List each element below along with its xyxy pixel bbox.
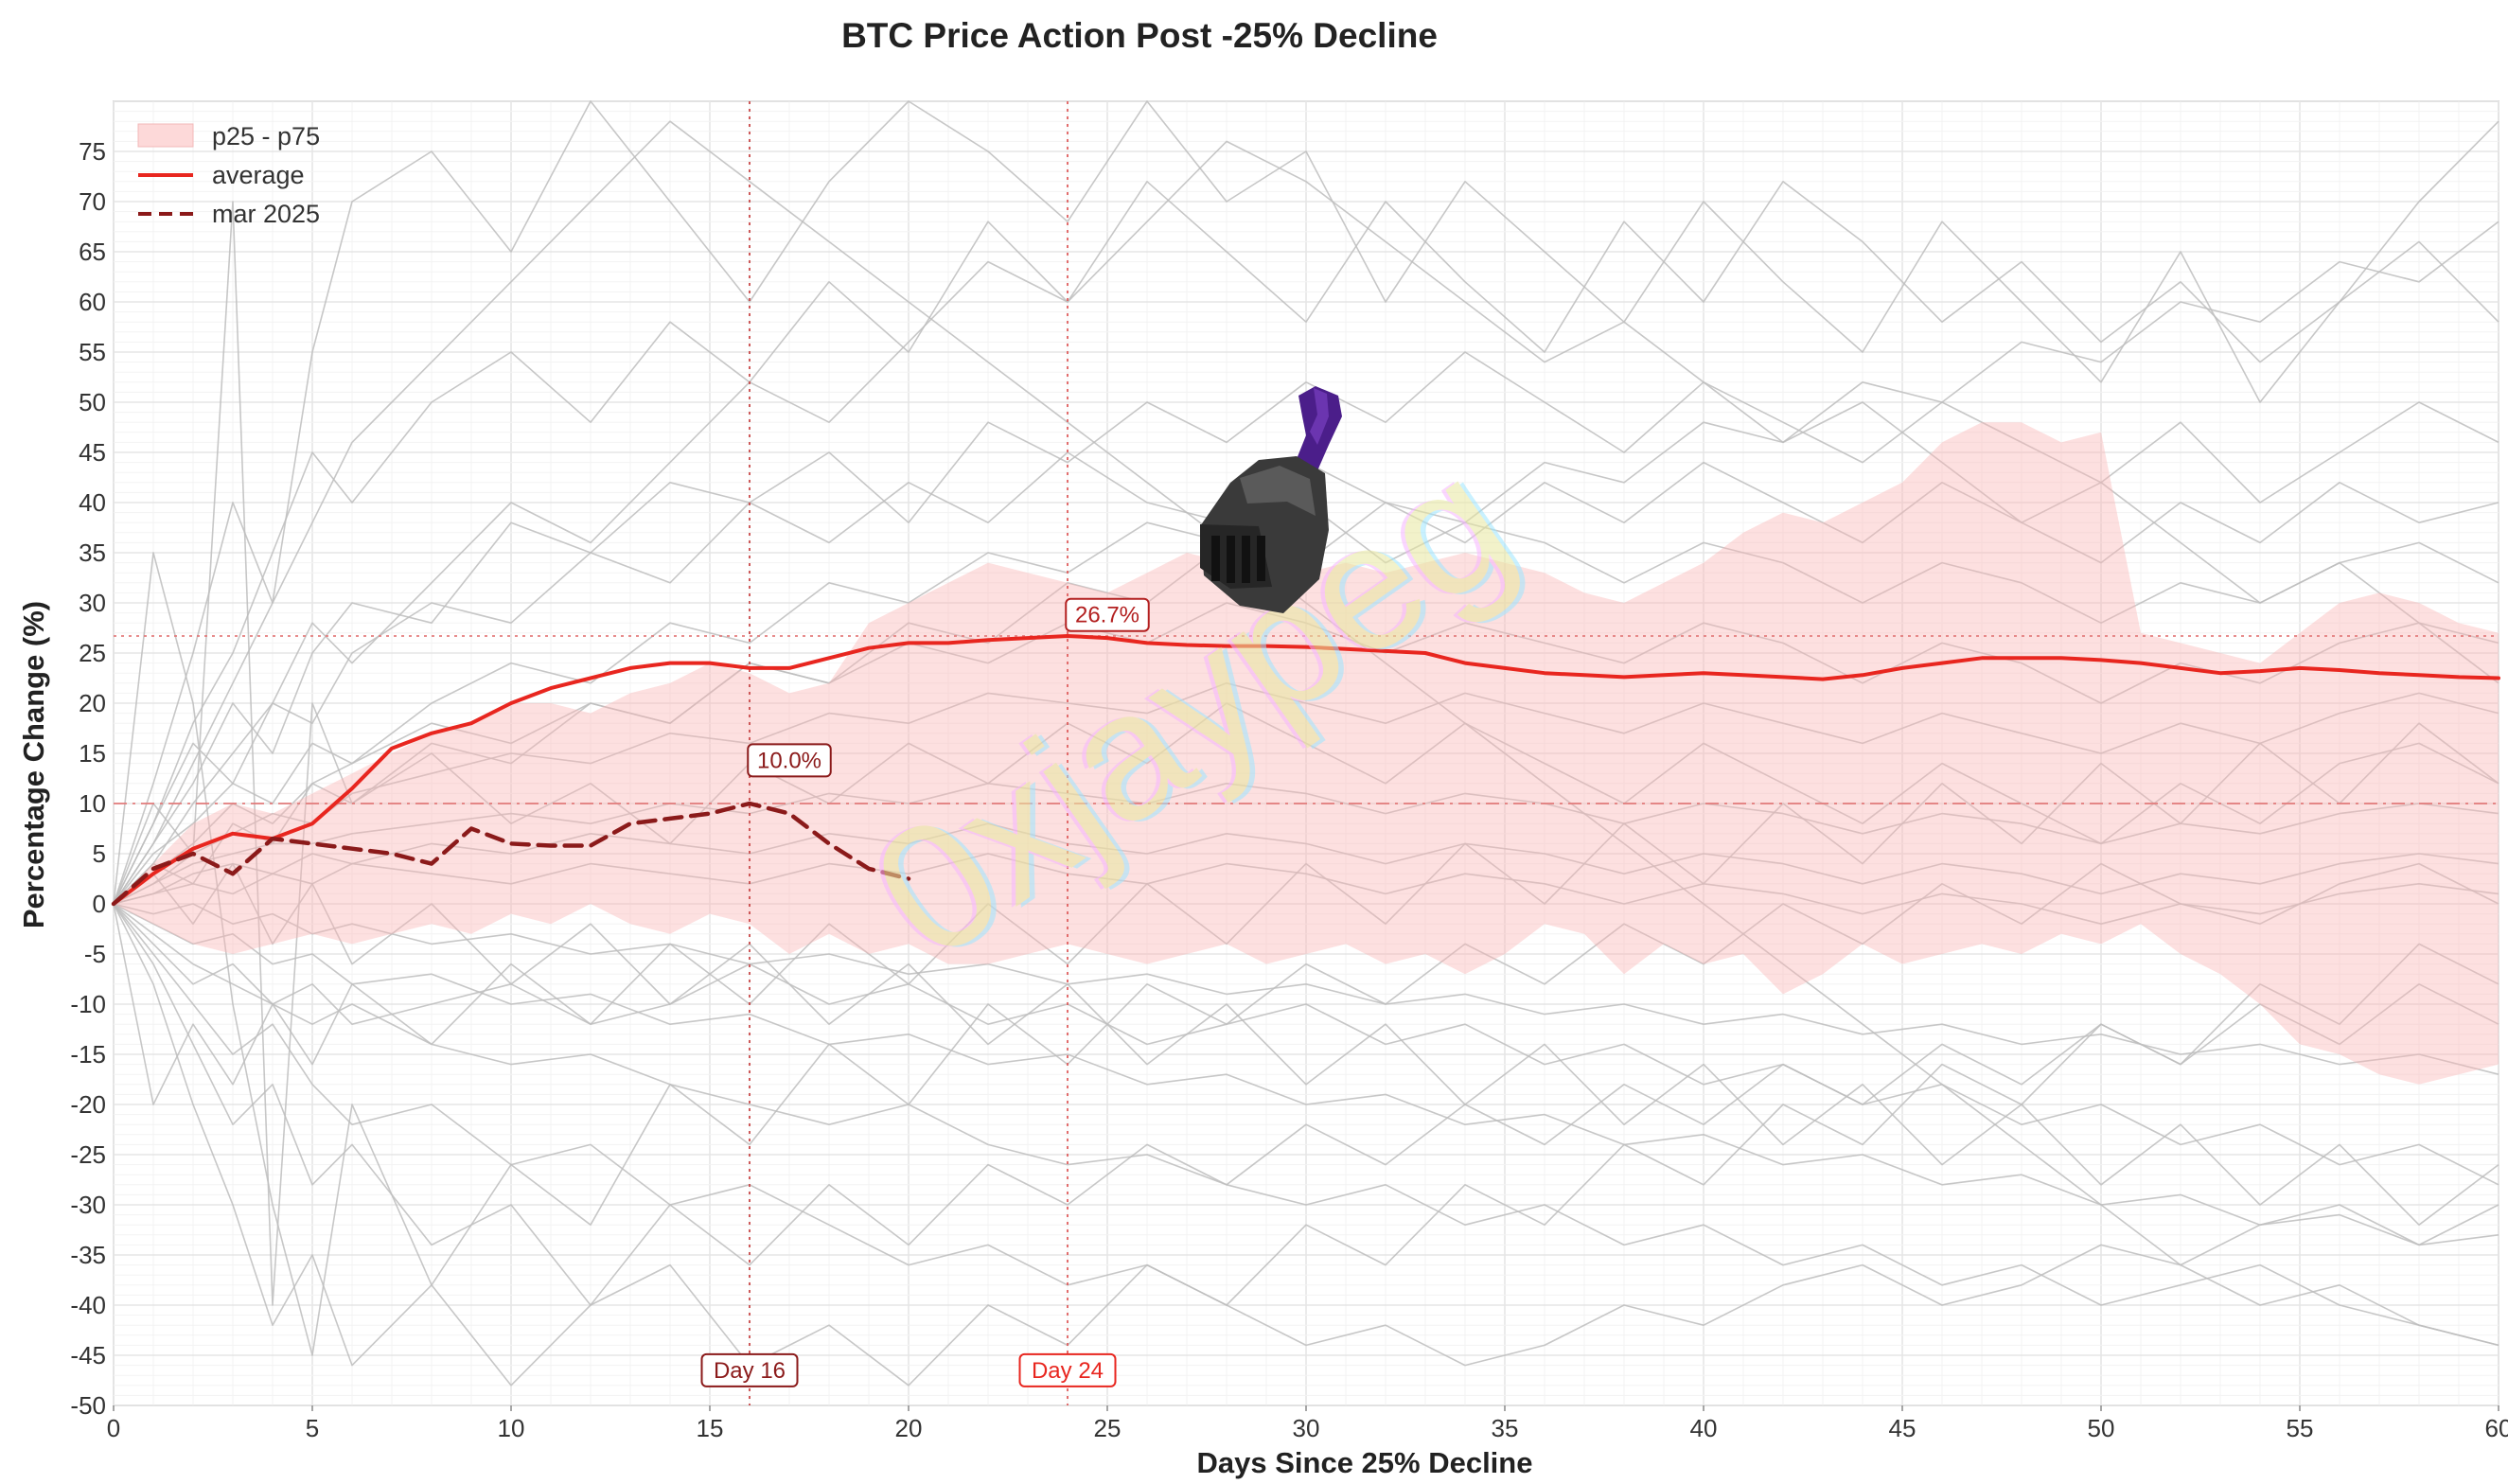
series-line-mar-2025 (111, 801, 911, 907)
x-tick-label: 35 (1492, 1414, 1519, 1442)
y-tick-label: -50 (70, 1391, 106, 1420)
chart-title: BTC Price Action Post -25% Decline (841, 16, 1438, 55)
y-tick-label: 70 (79, 187, 106, 216)
x-tick-label: 30 (1293, 1414, 1320, 1442)
y-tick-label: 35 (79, 539, 106, 567)
y-tick-label: -30 (70, 1191, 106, 1219)
p25-p75-band (114, 422, 2499, 1085)
background-trace-7 (113, 783, 2499, 905)
y-tick-label: 45 (79, 438, 106, 467)
annotation-label: 26.7% (1075, 603, 1139, 628)
y-tick-label: -40 (70, 1291, 106, 1319)
y-tick-label: -5 (84, 940, 106, 968)
y-tick-label: 55 (79, 338, 106, 366)
background-trace-8 (113, 822, 2499, 905)
y-axis-title: Percentage Change (%) (17, 601, 50, 928)
annotation-label: Day 24 (1032, 1358, 1104, 1384)
x-axis-ticks: 0 5 10 15 20 25 30 35 40 45 50 55 60 (107, 1405, 2508, 1442)
series-line-average (112, 634, 2500, 906)
y-tick-label: 20 (79, 689, 106, 717)
background-trace-11 (113, 903, 2499, 1246)
legend-label-average: average (212, 161, 305, 189)
background-trace-20 (113, 903, 2499, 1387)
y-tick-label: 0 (93, 890, 106, 918)
y-tick-label: 40 (79, 488, 106, 517)
x-tick-label: 5 (306, 1414, 319, 1442)
x-tick-label: 55 (2287, 1414, 2314, 1442)
background-trace-22 (113, 862, 2499, 1226)
annotations: 26.7% 10.0% Day 16 Day 24 (700, 597, 1150, 1387)
y-tick-label: -20 (70, 1090, 106, 1119)
y-tick-label: 60 (79, 288, 106, 316)
background-trace-21 (113, 140, 2499, 905)
legend-label-band: p25 - p75 (212, 122, 320, 150)
annotation-label: 10.0% (757, 748, 821, 773)
background-trace-14 (113, 903, 2499, 1387)
y-tick-label: -45 (70, 1341, 106, 1369)
background-trace-1 (113, 181, 2499, 905)
y-tick-label: 5 (93, 839, 106, 868)
x-tick-label: 15 (697, 1414, 724, 1442)
x-tick-label: 0 (107, 1414, 120, 1442)
y-tick-label: 65 (79, 238, 106, 266)
x-tick-label: 60 (2485, 1414, 2508, 1442)
y-tick-label: 30 (79, 589, 106, 617)
annotation-label: Day 16 (714, 1358, 786, 1384)
annotation-1: 10.0% (747, 743, 832, 778)
background-trace-10 (113, 903, 2499, 1075)
background-trace-17 (113, 201, 2499, 1306)
background-trace-2 (113, 351, 2499, 905)
background-trace-9 (113, 853, 2499, 925)
y-tick-label: -35 (70, 1241, 106, 1269)
band-area (114, 422, 2499, 1085)
background-trace-0 (113, 100, 2499, 905)
annotation-box (747, 743, 832, 778)
y-tick-label: -25 (70, 1140, 106, 1169)
series-lines (111, 634, 2500, 907)
legend-swatch-band (137, 123, 194, 148)
x-tick-label: 50 (2088, 1414, 2115, 1442)
x-tick-label: 20 (895, 1414, 923, 1442)
x-tick-label: 10 (498, 1414, 525, 1442)
background-trace-18 (113, 722, 2499, 1105)
background-trace-16 (113, 552, 2499, 1356)
y-tick-label: 50 (79, 388, 106, 416)
background-traces (113, 100, 2499, 1387)
legend: p25 - p75 average mar 2025 (137, 122, 320, 228)
legend-label-mar-2025: mar 2025 (212, 200, 320, 228)
y-axis-ticks: -50-45-40-35-30-25-20-15-10-505101520253… (70, 137, 106, 1420)
annotation-box (1018, 1352, 1117, 1387)
y-tick-label: 75 (79, 137, 106, 166)
annotation-box (1065, 597, 1150, 632)
annotation-0: 26.7% (1065, 597, 1150, 632)
x-tick-label: 40 (1690, 1414, 1718, 1442)
y-tick-label: 25 (79, 639, 106, 667)
x-tick-label: 25 (1094, 1414, 1122, 1442)
y-tick-label: 10 (79, 789, 106, 818)
annotation-3: Day 24 (1018, 1352, 1117, 1387)
y-tick-label: -10 (70, 990, 106, 1018)
knight-helmet-image (1200, 386, 1342, 613)
y-tick-label: -15 (70, 1040, 106, 1069)
annotation-box (700, 1352, 799, 1387)
background-trace-23 (113, 221, 2499, 905)
annotation-2: Day 16 (700, 1352, 799, 1387)
background-trace-5 (113, 602, 2499, 905)
y-tick-label: 15 (79, 739, 106, 768)
background-trace-19 (113, 120, 2499, 1347)
x-tick-label: 45 (1889, 1414, 1916, 1442)
background-trace-12 (113, 903, 2499, 1347)
x-axis-title: Days Since 25% Decline (1197, 1446, 1533, 1479)
